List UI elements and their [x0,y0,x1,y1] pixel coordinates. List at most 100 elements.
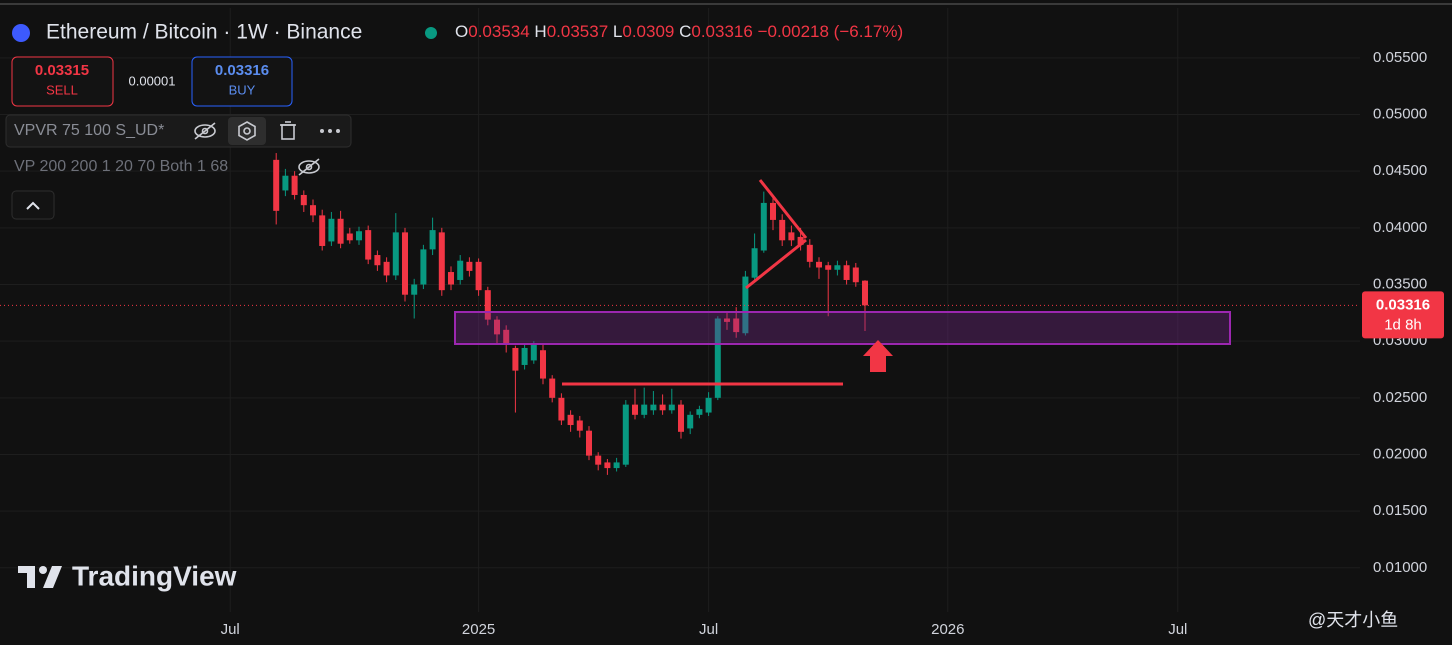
candle-body [806,244,813,262]
candle-body [310,205,316,216]
candle-body [659,404,666,411]
candle-body [613,462,620,469]
candle-body [595,455,602,465]
market-status [425,27,437,39]
candle-body [540,350,546,379]
plot-area: 0.010000.015000.020000.025000.030000.035… [0,49,1444,638]
buy-price: 0.03316 [215,62,269,79]
candle-body [622,404,629,465]
y-tick-label: 0.05000 [1373,105,1427,122]
candle-body [724,318,730,322]
delete-icon[interactable] [280,121,296,140]
candle-body [494,319,500,335]
candle-body [816,261,822,268]
x-tick-label: 2026 [931,621,964,638]
change: −0.00218 (−6.17%) [758,22,904,41]
countdown-label: 1d 8h [1384,316,1422,333]
candle-body [273,159,280,211]
ohlc-label: L [613,22,622,41]
x-tick-label: 2025 [462,621,495,638]
candle-body [678,404,684,432]
candle-body [586,430,592,456]
candle-body [604,462,611,469]
arrow-up [863,340,893,372]
hide-icon[interactable] [298,158,320,176]
candle-body [521,347,528,365]
last-price-label: 0.03316 [1376,296,1430,313]
y-tick-label: 0.01500 [1373,502,1427,519]
support-zone [454,311,1231,345]
settings-button[interactable] [228,117,266,145]
candle-body [733,318,740,333]
sell-label: SELL [46,82,78,97]
candle-body [300,194,307,206]
candle-body [411,284,418,295]
candle-body [438,232,445,291]
ohlc-value: 0.03537 [547,22,608,41]
candle-body [448,272,454,285]
candle-body [696,409,703,415]
buy-button[interactable] [191,56,293,107]
candle-body [751,248,758,278]
x-tick-label: Jul [221,621,240,638]
candle-body [834,265,841,270]
candle-body [337,218,344,244]
candle-body [282,175,289,191]
candle-body [843,265,850,280]
candle-body [576,420,583,431]
watermark: @天才小鱼 [1308,610,1398,630]
candle-body [291,175,298,195]
sell-price: 0.03315 [35,62,89,79]
candle-body [668,404,675,411]
indicator-label[interactable]: VPVR 75 100 S_UD* [14,122,164,139]
logo-text: TradingView [72,560,237,591]
collapse-button[interactable] [11,190,55,220]
candle-body [852,267,859,283]
candle-body [466,261,473,271]
y-tick-label: 0.02000 [1373,445,1427,462]
hide-icon[interactable] [194,122,216,140]
candle-body [705,397,712,413]
ohlc-label: C [679,22,691,41]
ohlc: O0.03534 H0.03537 L0.0309 C0.03316 −0.00… [455,22,903,41]
y-tick-label: 0.01000 [1373,559,1427,576]
y-tick-label: 0.04500 [1373,162,1427,179]
candle-body [346,233,353,241]
spread: 0.00001 [129,73,176,88]
settings-icon [238,121,256,141]
candle-body [374,255,381,266]
more-icon[interactable] [320,129,340,133]
trend-line [745,238,807,290]
last-price-tag [1362,291,1444,339]
drawings [454,179,1231,386]
ohlc-value: 0.03316 [691,22,752,41]
candle-body [770,202,776,220]
candle-body [365,230,372,260]
chart-title: Ethereum / Bitcoin · 1W · Binance [46,21,362,44]
ohlc-label: H [534,22,546,41]
candle-body [457,260,464,280]
candle-body [650,404,657,411]
indicator-label[interactable]: VP 200 200 1 20 70 Both 1 68 [14,158,228,175]
candle-body [484,290,491,320]
candle-body [797,236,804,245]
collapse-icon [26,201,40,210]
candle-body [862,280,868,306]
grid [0,8,1360,612]
candle-body [567,414,574,426]
candle-body [714,318,721,398]
candle-body [641,404,648,415]
candle-body [429,230,436,250]
buy-label: BUY [229,82,256,97]
candle-body [825,265,832,270]
logo-icon [18,566,62,588]
symbol-icon [12,24,30,42]
y-tick-label: 0.03500 [1373,275,1427,292]
candle-body [687,414,694,429]
candle-body [319,215,326,246]
y-tick-label: 0.05500 [1373,49,1427,66]
sell-button[interactable] [11,56,114,107]
candle-body [742,276,749,334]
ohlc-value: 0.0309 [622,22,674,41]
